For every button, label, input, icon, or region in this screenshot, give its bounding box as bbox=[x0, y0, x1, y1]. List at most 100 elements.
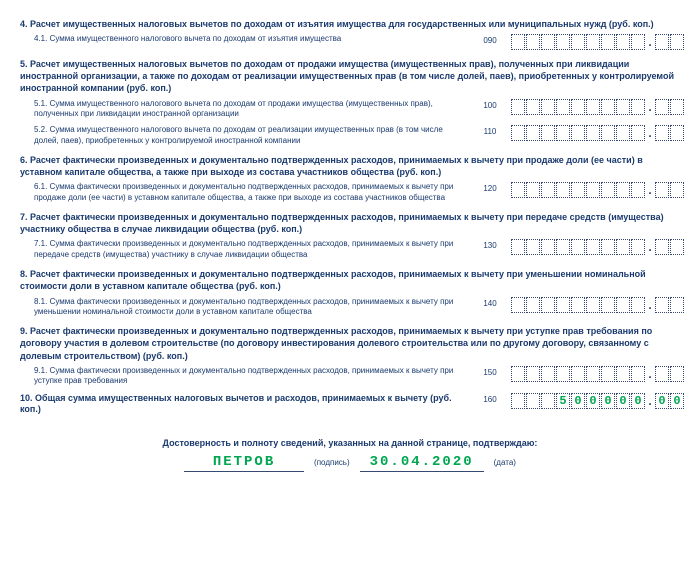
digit-box[interactable] bbox=[655, 297, 669, 313]
form-row: 6.1. Сумма фактически произведенных и до… bbox=[16, 182, 684, 203]
digit-box[interactable] bbox=[526, 366, 540, 382]
digit-box[interactable] bbox=[541, 125, 555, 141]
digit-box[interactable] bbox=[586, 182, 600, 198]
digit-box[interactable] bbox=[526, 125, 540, 141]
digit-box[interactable] bbox=[541, 297, 555, 313]
digit-box[interactable] bbox=[616, 239, 630, 255]
digit-box[interactable] bbox=[670, 125, 684, 141]
digit-box[interactable] bbox=[526, 34, 540, 50]
digit-box[interactable] bbox=[655, 182, 669, 198]
digit-box[interactable] bbox=[631, 182, 645, 198]
digit-box[interactable] bbox=[670, 99, 684, 115]
input-boxes[interactable]: . bbox=[511, 239, 684, 255]
digit-box[interactable] bbox=[556, 297, 570, 313]
input-boxes[interactable]: . bbox=[511, 366, 684, 382]
digit-box[interactable] bbox=[571, 125, 585, 141]
digit-box[interactable] bbox=[616, 297, 630, 313]
digit-box[interactable] bbox=[556, 239, 570, 255]
digit-box[interactable] bbox=[571, 182, 585, 198]
digit-box[interactable] bbox=[655, 366, 669, 382]
row-label: 5.1. Сумма имущественного налогового выч… bbox=[16, 99, 475, 120]
digit-box[interactable] bbox=[631, 297, 645, 313]
digit-box[interactable]: 0 bbox=[616, 393, 630, 409]
digit-box[interactable] bbox=[511, 182, 525, 198]
digit-box[interactable] bbox=[556, 182, 570, 198]
digit-box[interactable] bbox=[655, 125, 669, 141]
digit-box[interactable] bbox=[655, 34, 669, 50]
digit-box[interactable] bbox=[586, 125, 600, 141]
digit-box[interactable] bbox=[655, 239, 669, 255]
decimal-dot: . bbox=[646, 366, 654, 382]
digit-box[interactable] bbox=[571, 34, 585, 50]
digit-box[interactable]: 0 bbox=[631, 393, 645, 409]
digit-box[interactable]: 0 bbox=[601, 393, 615, 409]
digit-box[interactable] bbox=[511, 99, 525, 115]
digit-box[interactable] bbox=[670, 366, 684, 382]
digit-box[interactable] bbox=[511, 366, 525, 382]
digit-box[interactable] bbox=[601, 297, 615, 313]
digit-box[interactable] bbox=[631, 125, 645, 141]
digit-box[interactable] bbox=[655, 99, 669, 115]
digit-box[interactable] bbox=[616, 366, 630, 382]
digit-box[interactable] bbox=[586, 297, 600, 313]
digit-box[interactable] bbox=[616, 34, 630, 50]
digit-box[interactable] bbox=[511, 125, 525, 141]
digit-box[interactable] bbox=[586, 34, 600, 50]
digit-box[interactable]: 0 bbox=[571, 393, 585, 409]
digit-box[interactable] bbox=[586, 239, 600, 255]
digit-box[interactable] bbox=[541, 34, 555, 50]
digit-box[interactable] bbox=[541, 393, 555, 409]
digit-box[interactable] bbox=[541, 366, 555, 382]
input-boxes[interactable]: . bbox=[511, 182, 684, 198]
digit-box[interactable]: 0 bbox=[586, 393, 600, 409]
digit-box[interactable] bbox=[556, 34, 570, 50]
digit-box[interactable] bbox=[616, 125, 630, 141]
digit-box[interactable] bbox=[541, 182, 555, 198]
input-boxes[interactable]: . bbox=[511, 125, 684, 141]
digit-box[interactable] bbox=[541, 239, 555, 255]
digit-box[interactable] bbox=[631, 366, 645, 382]
digit-box[interactable] bbox=[601, 34, 615, 50]
input-boxes[interactable]: . bbox=[511, 99, 684, 115]
digit-box[interactable] bbox=[541, 99, 555, 115]
digit-box[interactable] bbox=[556, 366, 570, 382]
digit-box[interactable] bbox=[670, 34, 684, 50]
digit-box[interactable] bbox=[601, 182, 615, 198]
digit-box[interactable] bbox=[526, 393, 540, 409]
digit-box[interactable] bbox=[511, 297, 525, 313]
digit-box[interactable] bbox=[526, 239, 540, 255]
digit-box[interactable] bbox=[616, 182, 630, 198]
digit-box[interactable]: 0 bbox=[655, 393, 669, 409]
digit-box[interactable] bbox=[670, 239, 684, 255]
digit-box[interactable] bbox=[631, 239, 645, 255]
digit-box[interactable] bbox=[631, 34, 645, 50]
digit-box[interactable] bbox=[571, 366, 585, 382]
digit-box[interactable] bbox=[616, 99, 630, 115]
input-boxes[interactable]: . bbox=[511, 297, 684, 313]
digit-box[interactable] bbox=[631, 99, 645, 115]
digit-box[interactable] bbox=[526, 297, 540, 313]
digit-box[interactable] bbox=[556, 125, 570, 141]
digit-box[interactable]: 0 bbox=[670, 393, 684, 409]
digit-box[interactable] bbox=[511, 393, 525, 409]
digit-box[interactable] bbox=[601, 366, 615, 382]
input-boxes[interactable]: . bbox=[511, 34, 684, 50]
digit-box[interactable] bbox=[670, 297, 684, 313]
digit-box[interactable] bbox=[601, 99, 615, 115]
digit-box[interactable] bbox=[511, 34, 525, 50]
digit-box[interactable] bbox=[601, 239, 615, 255]
digit-box[interactable] bbox=[586, 99, 600, 115]
digit-box[interactable]: 5 bbox=[556, 393, 570, 409]
digit-box[interactable] bbox=[670, 182, 684, 198]
digit-box[interactable] bbox=[601, 125, 615, 141]
digit-box[interactable] bbox=[571, 99, 585, 115]
decimal-dot: . bbox=[646, 297, 654, 313]
input-boxes[interactable]: 500000.00 bbox=[511, 393, 684, 409]
digit-box[interactable] bbox=[526, 99, 540, 115]
digit-box[interactable] bbox=[571, 239, 585, 255]
digit-box[interactable] bbox=[571, 297, 585, 313]
digit-box[interactable] bbox=[511, 239, 525, 255]
digit-box[interactable] bbox=[526, 182, 540, 198]
digit-box[interactable] bbox=[556, 99, 570, 115]
digit-box[interactable] bbox=[586, 366, 600, 382]
